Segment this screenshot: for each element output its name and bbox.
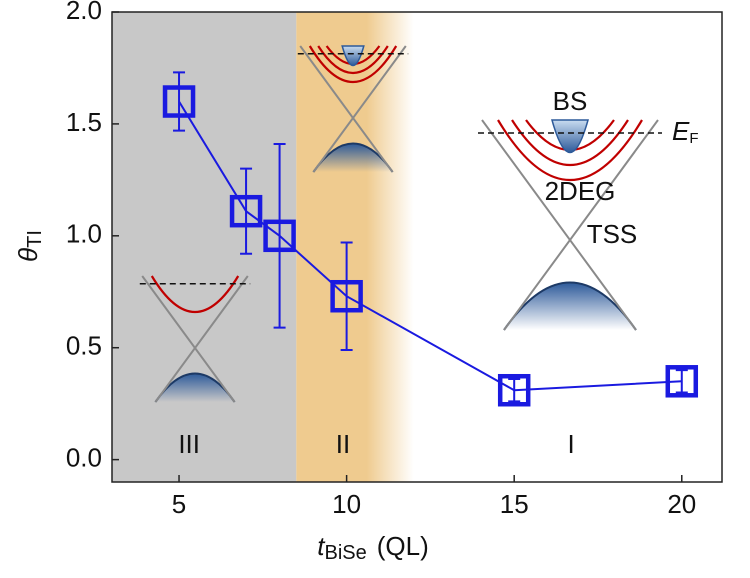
data-point (665, 365, 699, 398)
region (296, 12, 414, 482)
subband (317, 45, 389, 74)
subband (150, 275, 240, 314)
surface-state (481, 119, 659, 331)
region-label: II (336, 429, 350, 459)
error-bar (273, 143, 286, 329)
subband (308, 45, 398, 84)
subband (511, 119, 629, 167)
x-tick-label: 5 (172, 489, 186, 519)
band-inset (297, 45, 409, 173)
data-point (162, 85, 196, 118)
tss-label: TSS (587, 219, 638, 249)
data-point (330, 279, 363, 313)
region-label: I (568, 429, 575, 459)
ef-subscript: F (689, 130, 698, 147)
y-tick-label: 2.0 (66, 0, 102, 25)
error-bar (340, 241, 353, 351)
data-point (497, 373, 531, 407)
region (112, 12, 297, 482)
bs-label: BS (553, 86, 588, 116)
series-line (178, 101, 682, 392)
y-axis-label: θTI (13, 230, 46, 262)
error-bar (675, 369, 688, 394)
x-axis-label: tBiSe (QL) (317, 531, 428, 564)
twodeg-label: 2DEG (545, 176, 616, 206)
data-point (263, 219, 296, 253)
y-tick-label: 1.0 (66, 219, 102, 249)
y-tick-label: 0.5 (66, 331, 102, 361)
x-tick-label: 10 (332, 489, 361, 519)
region (413, 12, 722, 482)
error-bar (240, 167, 253, 255)
error-bar (173, 71, 186, 132)
x-tick-label: 15 (500, 489, 529, 519)
region-label: III (178, 429, 200, 459)
plot-frame (111, 11, 723, 483)
y-tick-label: 0.0 (66, 442, 102, 472)
x-tick-label: 20 (667, 489, 696, 519)
valence-edge (503, 281, 637, 331)
y-tick-label: 1.5 (66, 107, 102, 137)
data-point (229, 194, 263, 228)
band-inset (478, 119, 662, 331)
ef-label: EF (672, 116, 699, 147)
subband (497, 119, 643, 182)
error-bar (508, 378, 521, 403)
bulk-band (551, 119, 589, 153)
surface-state (299, 45, 407, 173)
ef-symbol: E (672, 116, 690, 146)
surface-state (141, 275, 249, 403)
band-inset (139, 275, 251, 403)
bulk-band (341, 45, 365, 67)
